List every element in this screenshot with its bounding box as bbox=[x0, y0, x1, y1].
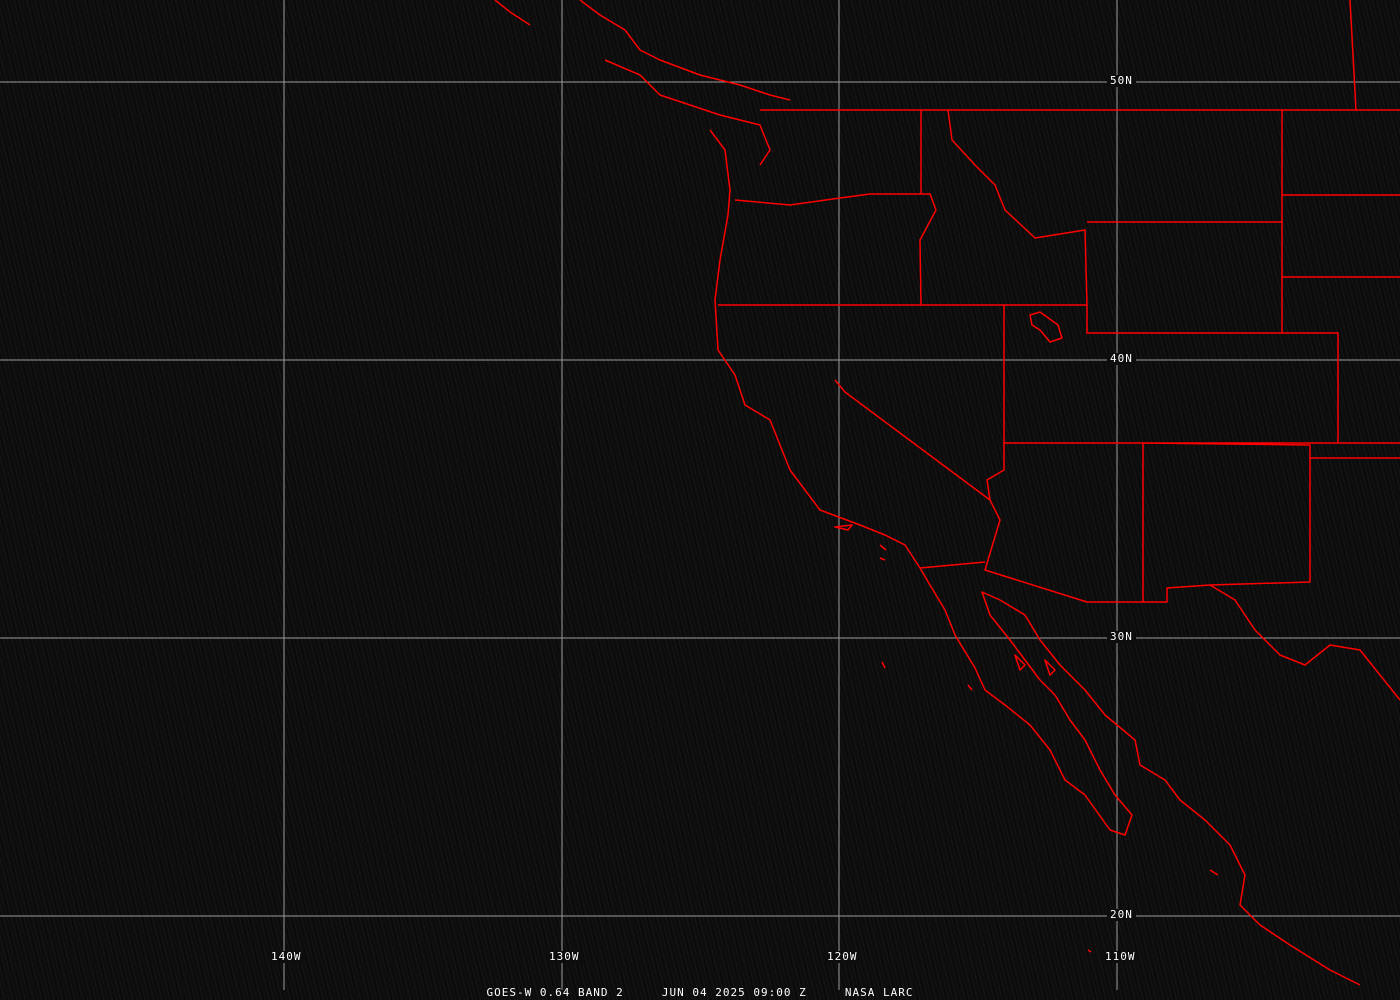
great-salt-lake bbox=[1029, 311, 1063, 343]
coastline-canada bbox=[494, 0, 791, 166]
lat-label-40n: 40N bbox=[1107, 353, 1136, 365]
lat-label-50n: 50N bbox=[1107, 75, 1136, 87]
lon-label-120w: 120W bbox=[824, 951, 861, 963]
image-caption: GOES-W 0.64 BAND 2 JUN 04 2025 09:00 Z N… bbox=[0, 986, 1400, 999]
caption-datetime: JUN 04 2025 09:00 Z bbox=[661, 986, 807, 999]
coastline-gulf bbox=[1209, 584, 1400, 701]
coastline-us-mexico bbox=[709, 129, 1361, 986]
lon-label-110w: 110W bbox=[1102, 951, 1139, 963]
lon-label-140w: 140W bbox=[268, 951, 305, 963]
lat-label-20n: 20N bbox=[1107, 909, 1136, 921]
caption-source: NASA LARC bbox=[844, 986, 914, 999]
caption-satellite: GOES-W 0.64 BAND 2 bbox=[486, 986, 624, 999]
lat-label-30n: 30N bbox=[1107, 631, 1136, 643]
boundaries bbox=[494, 0, 1400, 986]
islands bbox=[834, 524, 1219, 953]
us-canada-border bbox=[760, 0, 1400, 111]
lon-label-130w: 130W bbox=[546, 951, 583, 963]
state-borders bbox=[718, 109, 1400, 603]
